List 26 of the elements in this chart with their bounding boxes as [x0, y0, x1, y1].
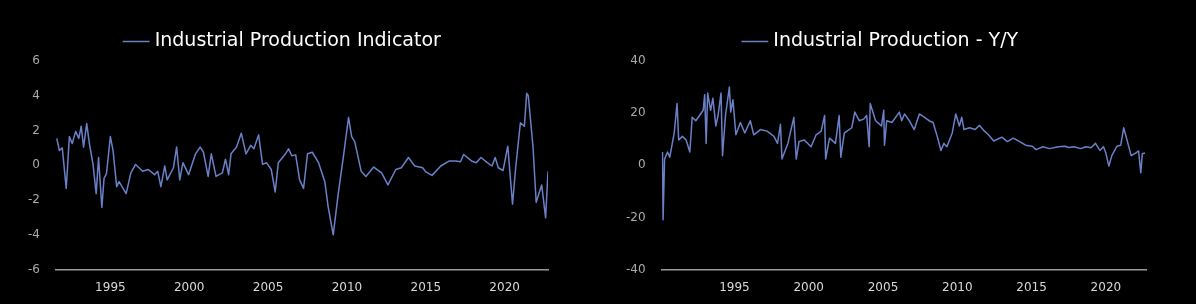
y-tick-label: -4	[28, 226, 40, 241]
x-tick-label: 2000	[793, 279, 824, 294]
x-tick-label: 2010	[942, 279, 973, 294]
y-tick-label: 2	[32, 122, 40, 137]
x-tick-label: 2015	[1016, 279, 1047, 294]
y-tick-label: 0	[32, 157, 40, 172]
y-tick-label: 40	[630, 53, 646, 68]
legend-label: Industrial Production - Y/Y	[773, 28, 1019, 51]
x-tick-label: 2000	[173, 279, 205, 294]
legend-label: Industrial Production Indicator	[154, 28, 442, 51]
x-tick-label: 2005	[252, 279, 284, 294]
x-tick-label: 1995	[95, 279, 126, 294]
y-tick-label: -6	[28, 261, 40, 276]
x-tick-label: 2020	[1090, 279, 1122, 294]
y-tick-label: -2	[28, 192, 40, 207]
y-tick-label: -40	[625, 261, 646, 276]
y-tick-label: 6	[32, 53, 40, 68]
x-tick-label: 1995	[719, 279, 750, 294]
y-tick-label: 0	[637, 157, 646, 172]
y-tick-label: -20	[625, 209, 646, 224]
x-tick-label: 2010	[331, 279, 363, 294]
x-tick-label: 2020	[489, 279, 520, 294]
x-tick-label: 2015	[410, 279, 442, 294]
y-tick-label: 20	[630, 105, 646, 120]
y-tick-label: 4	[32, 87, 40, 102]
x-tick-label: 2005	[867, 279, 899, 294]
